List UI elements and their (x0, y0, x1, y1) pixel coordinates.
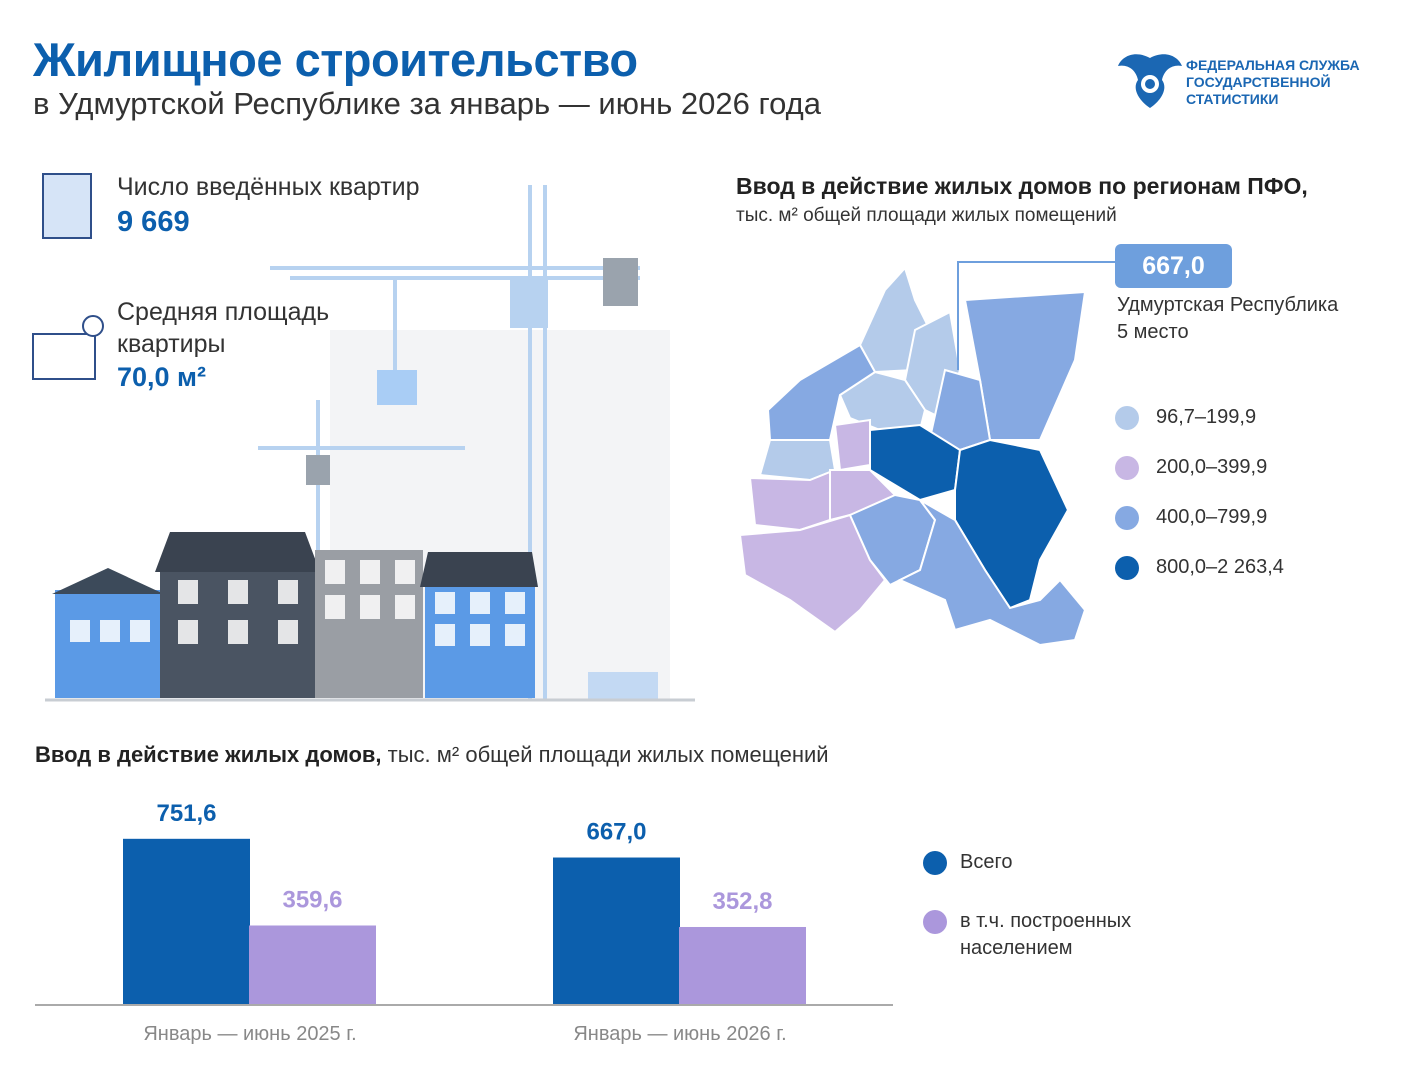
region (738, 513, 887, 634)
bar (123, 838, 250, 1005)
callout-line (957, 261, 1115, 370)
stat-label: Средняя площадь квартиры (117, 298, 330, 358)
building-icon (42, 173, 92, 239)
legend-swatch (923, 910, 947, 934)
map-subtitle: тыс. м² общей площади жилых помещений (736, 205, 1117, 226)
legend-swatch (1115, 556, 1139, 580)
region (838, 370, 927, 431)
callout-rank: 5 место (1117, 321, 1189, 343)
legend-swatch (923, 851, 947, 875)
legend-label: 400,0–799,9 (1156, 506, 1268, 528)
legend-label: 800,0–2 263,4 (1156, 556, 1284, 578)
x-tick-label: Январь — июнь 2025 г. (143, 1023, 356, 1045)
region (748, 468, 837, 532)
value-label: 667,0 (586, 819, 646, 846)
logo-emblem (1118, 54, 1182, 108)
legend-label: 200,0–399,9 (1156, 456, 1268, 478)
stat-value: 70,0 м² (117, 362, 207, 392)
chart-subtitle: тыс. м² общей площади жилых помещений (387, 742, 829, 767)
value-label: 352,8 (712, 888, 772, 915)
legend-swatch (1115, 456, 1139, 480)
x-tick-label: Январь — июнь 2026 г. (573, 1023, 786, 1045)
region (897, 499, 1087, 647)
logo-text: ФЕДЕРАЛЬНАЯ СЛУЖБА (1186, 57, 1360, 73)
plan-icon (32, 315, 104, 380)
page-subtitle: в Удмуртской Республике за январь — июнь… (33, 86, 821, 121)
value-label: 359,6 (282, 886, 342, 913)
legend-label: Всего (960, 851, 1013, 873)
bar (249, 925, 376, 1005)
logo-text: ГОСУДАРСТВЕННОЙ (1186, 74, 1331, 90)
legend-swatch (1115, 406, 1139, 430)
legend-label: 96,7–199,9 (1156, 406, 1257, 428)
region-map (738, 266, 1087, 647)
region (766, 343, 877, 441)
stat-value: 9 669 (117, 206, 190, 238)
value-label: 751,6 (156, 800, 216, 827)
chart-heading: Ввод в действие жилых домов, тыс. м² общ… (35, 742, 829, 768)
callout-region: Удмуртская Республика (1117, 294, 1339, 316)
region (833, 418, 871, 472)
bar (679, 926, 806, 1005)
map-title: Ввод в действие жилых домов по регионам … (736, 173, 1308, 199)
construction-illustration (45, 185, 695, 702)
page-title: Жилищное строительство (33, 33, 638, 86)
callout-value: 667,0 (1115, 244, 1232, 288)
logo-text: СТАТИСТИКИ (1186, 91, 1279, 107)
bar (553, 857, 680, 1005)
chart-title: Ввод в действие жилых домов, (35, 742, 382, 767)
legend-label: в т.ч. построенных населением (960, 910, 1132, 959)
stat-label: Число введённых квартир (117, 173, 420, 201)
legend-swatch (1115, 506, 1139, 530)
